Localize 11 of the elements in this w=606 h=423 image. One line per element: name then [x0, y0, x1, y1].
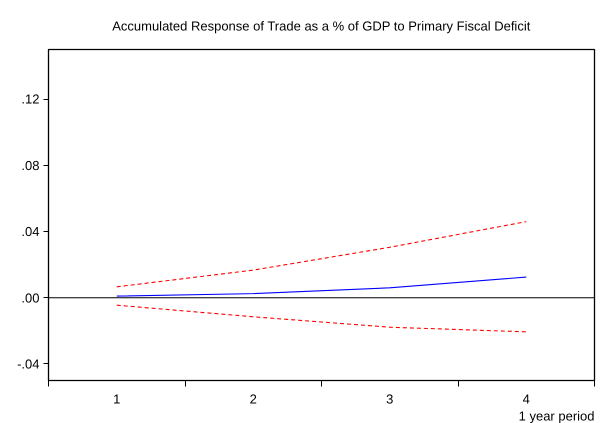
x-tick-label: 3 — [386, 392, 394, 406]
x-tick-label: 1 — [113, 392, 120, 406]
y-tick-label: .04 — [21, 224, 40, 240]
y-tick-label: -.04 — [17, 356, 40, 372]
x-tick-label: 4 — [522, 392, 530, 406]
x-axis-title: 1 year period — [518, 408, 595, 423]
y-tick-label: .08 — [21, 158, 40, 173]
chart-title: Accumulated Response of Trade as a % of GDP to Primary Fiscal Deficit — [112, 18, 531, 34]
y-tick-label: .12 — [21, 92, 40, 107]
x-tick-label: 2 — [250, 392, 257, 406]
y-tick-label: .00 — [21, 290, 40, 306]
